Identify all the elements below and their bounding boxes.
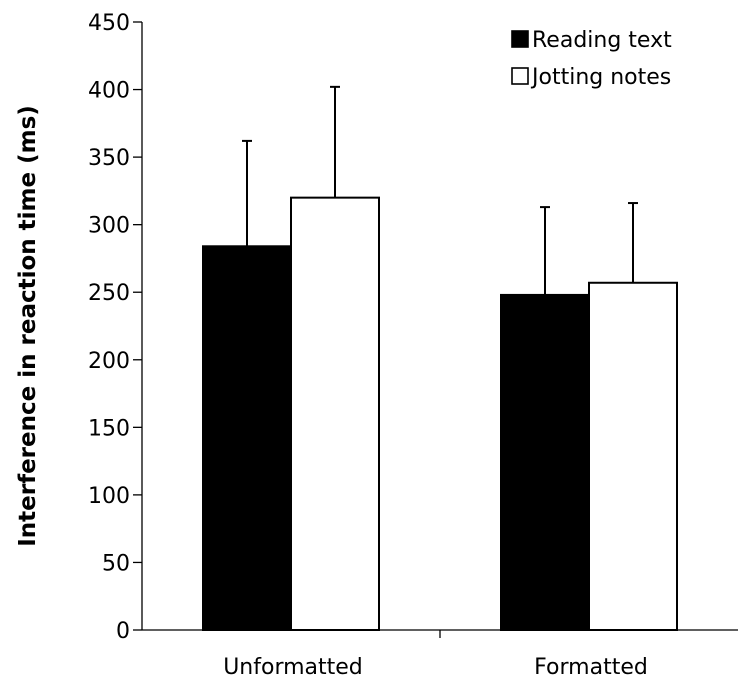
legend-label: Reading text [532,28,672,53]
y-tick-label: 0 [116,619,130,644]
y-tick-label: 300 [88,214,130,239]
legend-swatch [511,30,529,48]
bar [290,196,380,631]
y-axis-title: Interference in reaction time (ms) [15,105,41,547]
y-tick-label: 250 [88,281,130,306]
y-tick-label: 350 [88,146,130,171]
x-category-label: Formatted [534,655,648,680]
bar [500,293,590,631]
bar [588,281,678,631]
legend-label: Jotting notes [530,65,671,90]
legend: Reading text Jotting notes [511,28,672,90]
legend-swatch [511,67,529,85]
y-tick-label: 450 [88,11,130,36]
y-tick-label: 150 [88,416,130,441]
y-tick-label: 50 [102,551,130,576]
x-category-labels: Unformatted Formatted [223,630,648,680]
bar [202,245,292,631]
bars-layer [202,196,678,631]
error-bars-layer [242,85,638,295]
y-ticks-layer: 0 50 100 150 200 250 300 350 400 450 [88,11,142,644]
x-category-label: Unformatted [223,655,363,680]
y-tick-label: 400 [88,79,130,104]
y-tick-label: 100 [88,484,130,509]
y-tick-label: 200 [88,349,130,374]
